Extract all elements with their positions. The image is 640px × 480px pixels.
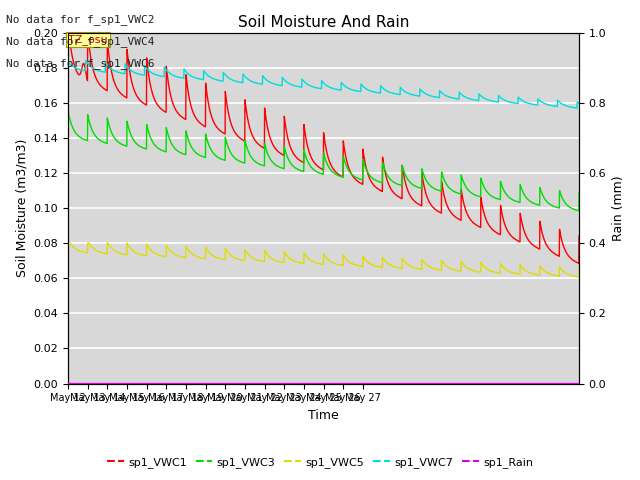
- Text: No data for f_sp1_VWC4: No data for f_sp1_VWC4: [6, 36, 155, 47]
- Text: No data for f_sp1_VWC2: No data for f_sp1_VWC2: [6, 14, 155, 25]
- Text: No data for f_sp1_VWC6: No data for f_sp1_VWC6: [6, 58, 155, 69]
- Y-axis label: Soil Moisture (m3/m3): Soil Moisture (m3/m3): [15, 139, 28, 277]
- Legend: sp1_VWC1, sp1_VWC3, sp1_VWC5, sp1_VWC7, sp1_Rain: sp1_VWC1, sp1_VWC3, sp1_VWC5, sp1_VWC7, …: [102, 452, 538, 472]
- Text: TZ_osu: TZ_osu: [68, 34, 108, 45]
- Title: Soil Moisture And Rain: Soil Moisture And Rain: [238, 15, 409, 30]
- Y-axis label: Rain (mm): Rain (mm): [612, 175, 625, 241]
- X-axis label: Time: Time: [308, 409, 339, 422]
